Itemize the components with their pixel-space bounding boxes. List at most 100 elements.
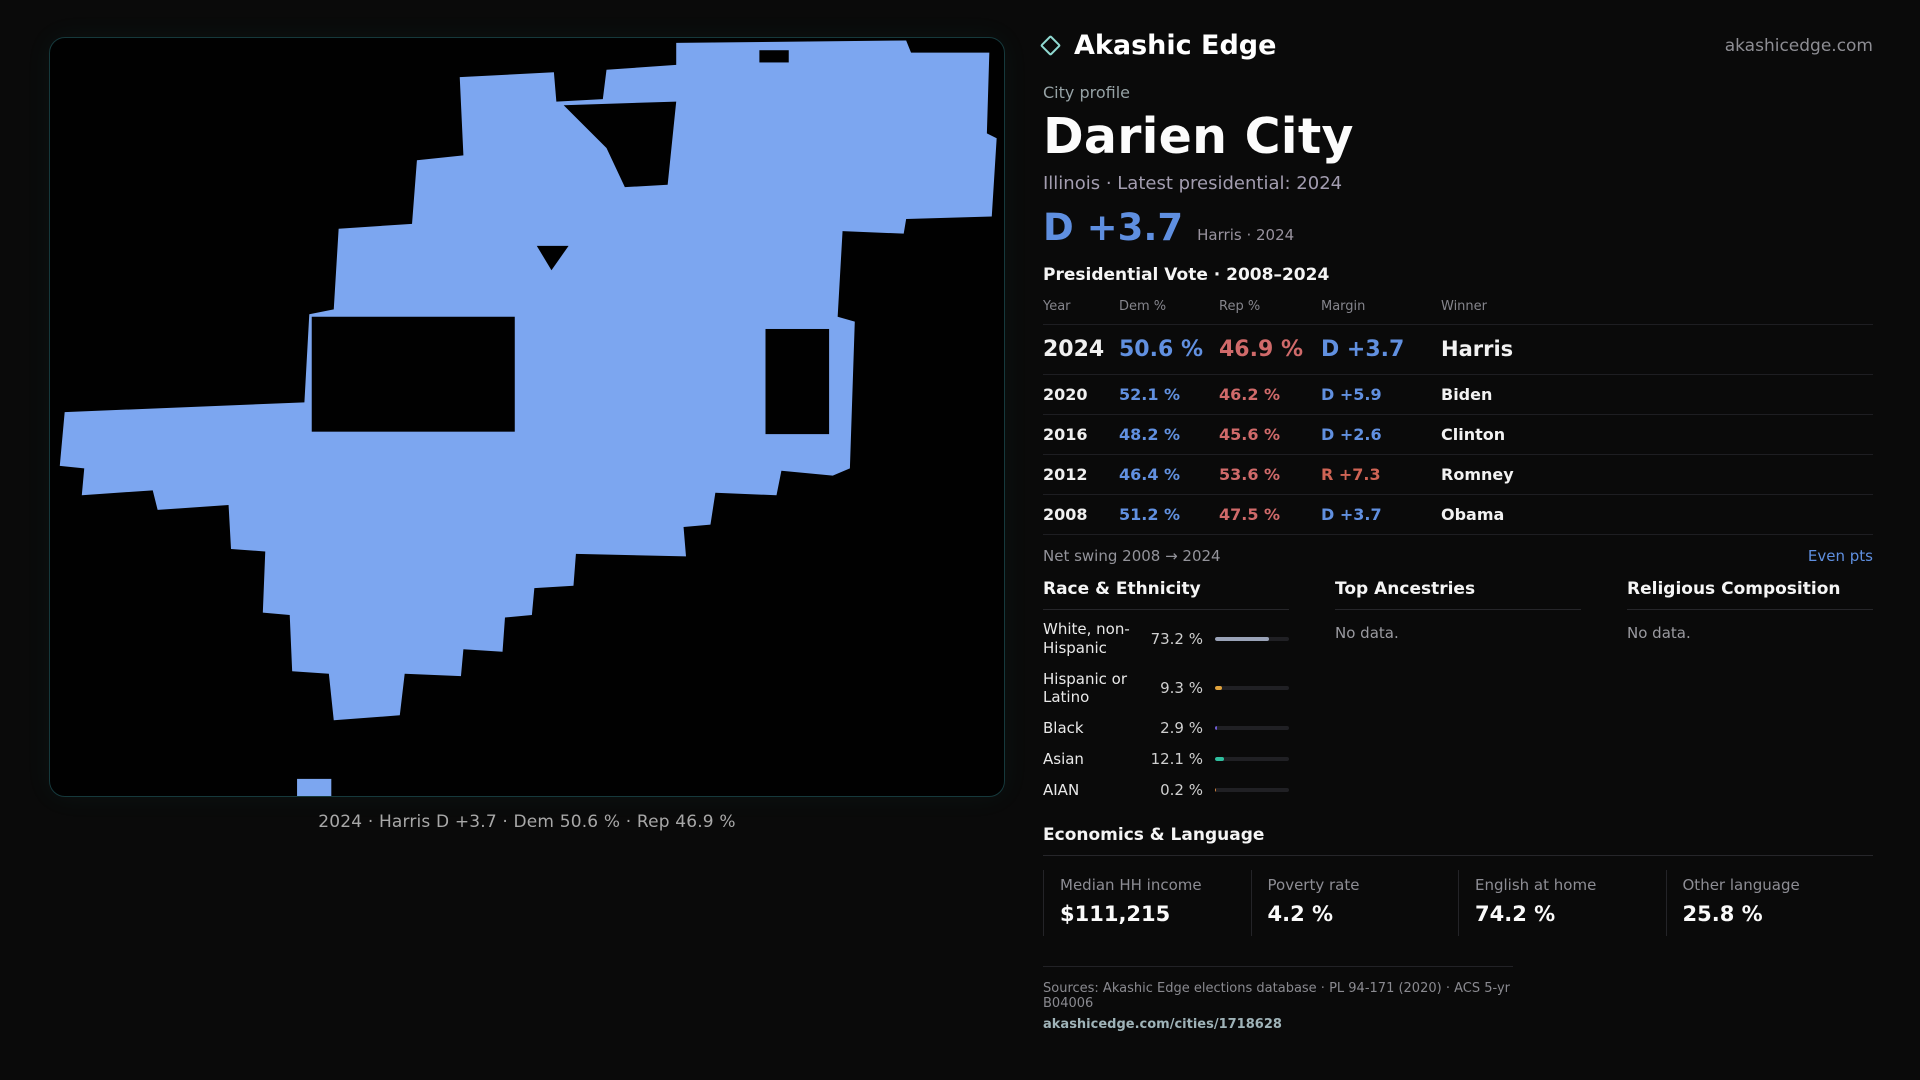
- cell-rep-pct: 46.2 %: [1219, 385, 1281, 404]
- stat-label: English at home: [1475, 876, 1597, 895]
- brand-header: Akashic Edge akashicedge.com: [1039, 30, 1873, 61]
- vote-table-title: Presidential Vote · 2008–2024: [1043, 265, 1330, 285]
- col-header-margin: Margin: [1321, 299, 1366, 314]
- table-row-2020: 2020 52.1 % 46.2 % D +5.9 Biden: [1043, 375, 1873, 415]
- race-bar-track: [1215, 726, 1289, 731]
- map-caption: 2024 · Harris D +3.7 · Dem 50.6 % · Rep …: [318, 812, 736, 832]
- permalink[interactable]: akashicedge.com/cities/1718628: [1043, 1017, 1282, 1033]
- page-footer: Sources: Akashic Edge elections database…: [1043, 966, 1513, 1032]
- section-top-ancestries: Top Ancestries No data.: [1335, 579, 1581, 805]
- race-label: AIAN: [1043, 780, 1080, 799]
- race-value: 73.2 %: [1150, 629, 1203, 648]
- race-value: 2.9 %: [1160, 719, 1203, 738]
- net-swing-value[interactable]: Even pts: [1807, 547, 1873, 565]
- cell-margin: D +2.6: [1321, 425, 1382, 444]
- race-bar-track: [1215, 757, 1289, 762]
- net-swing-row: Net swing 2008 → 2024 Even pts: [1043, 535, 1873, 565]
- stat-other-language: Other language 25.8 %: [1665, 870, 1874, 937]
- brand-domain-link[interactable]: akashicedge.com: [1724, 35, 1873, 56]
- stat-label: Other language: [1682, 876, 1800, 895]
- race-bar-fill: [1215, 686, 1222, 691]
- cell-winner: Obama: [1441, 505, 1505, 524]
- race-value: 0.2 %: [1160, 780, 1203, 799]
- stat-label: Median HH income: [1060, 876, 1202, 895]
- table-row-2008: 2008 51.2 % 47.5 % D +3.7 Obama: [1043, 495, 1873, 535]
- cell-year: 2016: [1043, 425, 1088, 444]
- race-label: Hispanic or Latino: [1043, 669, 1128, 707]
- demographics-grid: Race & Ethnicity White, non-Hispanic 73.…: [1043, 579, 1873, 805]
- cell-winner: Romney: [1441, 465, 1514, 484]
- cell-year: 2024: [1043, 337, 1105, 362]
- city-shape: [59, 40, 997, 721]
- cell-year: 2020: [1043, 385, 1088, 404]
- map-notch: [311, 316, 515, 432]
- ancestries-section-title: Top Ancestries: [1335, 579, 1581, 610]
- cell-margin: R +7.3: [1321, 465, 1381, 484]
- race-bar-fill: [1215, 636, 1270, 641]
- cell-dem-pct: 51.2 %: [1119, 505, 1181, 524]
- map-notch: [536, 245, 569, 271]
- page-title: Darien City: [1043, 108, 1354, 165]
- cell-rep-pct: 53.6 %: [1219, 465, 1281, 484]
- table-row-2016: 2016 48.2 % 45.6 % D +2.6 Clinton: [1043, 415, 1873, 455]
- map-notch: [759, 50, 789, 63]
- stat-value: 25.8 %: [1682, 902, 1763, 927]
- cell-year: 2008: [1043, 505, 1088, 524]
- lead-margin-value: D +3.7: [1043, 206, 1184, 249]
- stat-poverty-rate: Poverty rate 4.2 %: [1250, 870, 1459, 937]
- economics-stats: Median HH income $111,215 Poverty rate 4…: [1043, 870, 1874, 937]
- cell-winner: Clinton: [1441, 425, 1506, 444]
- sources-line: Sources: Akashic Edge elections database…: [1043, 981, 1510, 1012]
- city-map-panel: [49, 37, 1005, 797]
- race-label: Black: [1043, 719, 1084, 737]
- col-header-dem: Dem %: [1119, 299, 1167, 314]
- col-header-winner: Winner: [1441, 299, 1488, 314]
- race-value: 12.1 %: [1150, 750, 1203, 769]
- race-row-asian: Asian 12.1 %: [1043, 744, 1289, 775]
- religion-section-title: Religious Composition: [1627, 579, 1873, 610]
- cell-winner: Harris: [1441, 337, 1514, 361]
- table-row-2024: 2024 50.6 % 46.9 % D +3.7 Harris: [1043, 325, 1873, 375]
- col-header-year: Year: [1043, 299, 1071, 314]
- race-value: 9.3 %: [1160, 679, 1203, 698]
- cell-margin: D +3.7: [1321, 505, 1382, 524]
- race-section-title: Race & Ethnicity: [1043, 579, 1289, 610]
- brand-diamond-icon: [1039, 34, 1062, 57]
- stat-label: Poverty rate: [1267, 876, 1360, 895]
- race-bar-fill: [1215, 726, 1218, 731]
- ancestries-empty-state: No data.: [1335, 624, 1399, 642]
- map-notch: [765, 328, 830, 435]
- section-economics-language: Economics & Language Median HH income $1…: [1043, 825, 1874, 937]
- stat-english-at-home: English at home 74.2 %: [1458, 870, 1666, 937]
- cell-year: 2012: [1043, 465, 1088, 484]
- race-bar-track: [1215, 686, 1289, 691]
- stat-value: $111,215: [1060, 902, 1171, 927]
- race-bar-track: [1215, 787, 1289, 792]
- lead-margin-context: Harris · 2024: [1197, 226, 1295, 244]
- col-header-rep: Rep %: [1219, 299, 1261, 314]
- cell-dem-pct: 48.2 %: [1119, 425, 1181, 444]
- race-rows: White, non-Hispanic 73.2 % Hispanic or L…: [1043, 614, 1289, 805]
- city-boundary-map: [59, 40, 997, 796]
- stat-value: 74.2 %: [1475, 902, 1556, 927]
- map-notch: [563, 101, 677, 188]
- cell-margin: D +5.9: [1321, 385, 1382, 404]
- kicker-city-profile: City profile: [1043, 83, 1130, 102]
- race-row-hispanic: Hispanic or Latino 9.3 %: [1043, 664, 1289, 714]
- cell-dem-pct: 50.6 %: [1119, 337, 1203, 362]
- lead-margin-row: D +3.7 Harris · 2024: [1043, 206, 1873, 249]
- race-row-white: White, non-Hispanic 73.2 %: [1043, 614, 1289, 664]
- cell-winner: Biden: [1441, 385, 1493, 404]
- table-row-2012: 2012 46.4 % 53.6 % R +7.3 Romney: [1043, 455, 1873, 495]
- economics-section-title: Economics & Language: [1043, 825, 1873, 857]
- race-bar-track: [1215, 636, 1289, 641]
- net-swing-label: Net swing 2008 → 2024: [1043, 547, 1221, 565]
- race-bar-fill: [1215, 757, 1224, 762]
- stat-median-hh-income: Median HH income $111,215: [1043, 870, 1251, 937]
- city-subtitle: Illinois · Latest presidential: 2024: [1043, 173, 1343, 194]
- cell-rep-pct: 45.6 %: [1219, 425, 1281, 444]
- city-shape-detached-parcel: [297, 778, 332, 796]
- cell-dem-pct: 46.4 %: [1119, 465, 1181, 484]
- vote-table-header-row: Year Dem % Rep % Margin Winner: [1043, 295, 1873, 325]
- section-race-ethnicity: Race & Ethnicity White, non-Hispanic 73.…: [1043, 579, 1289, 805]
